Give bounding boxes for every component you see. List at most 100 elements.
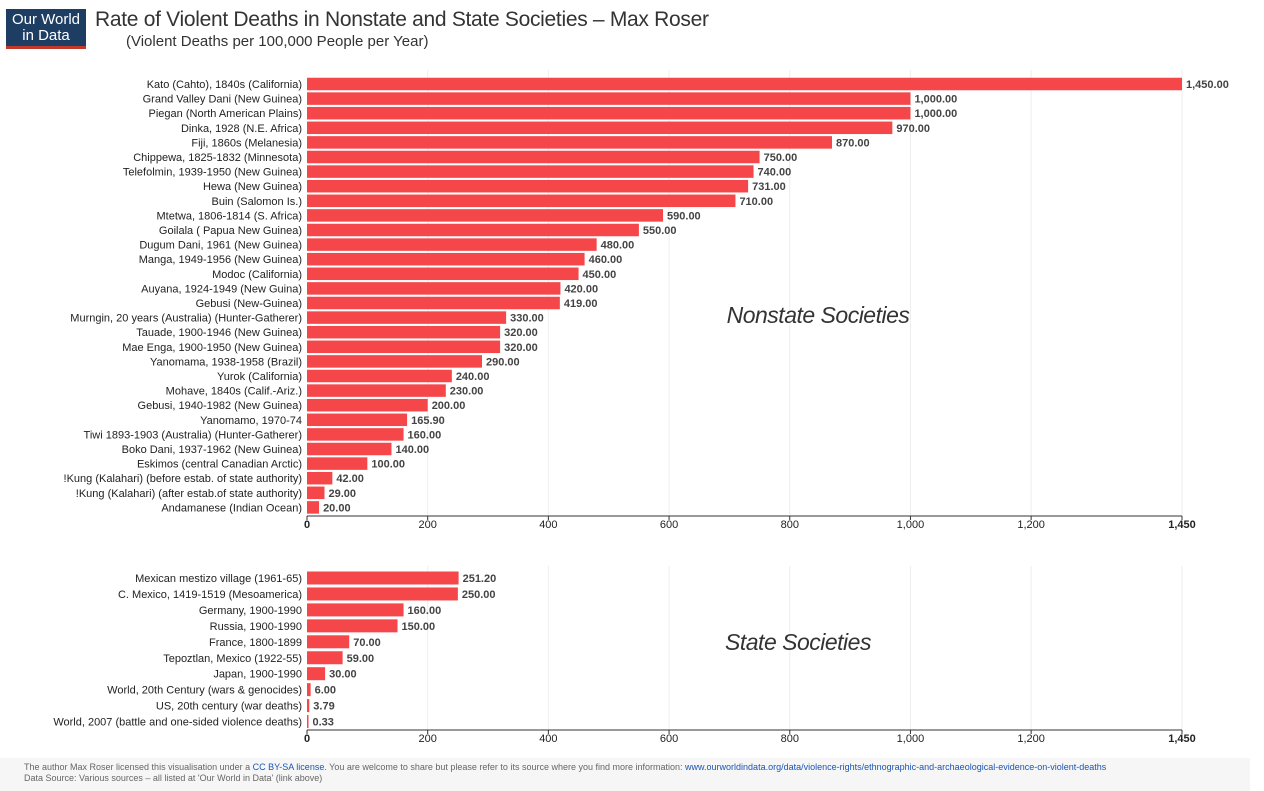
bar[interactable] [307,619,398,633]
value-label: 290.00 [486,356,520,368]
category-label: Gebusi (New-Guinea) [196,298,302,310]
chart-annotation: Nonstate Societies [727,302,911,328]
bar[interactable] [307,340,501,354]
value-label: 731.00 [752,181,786,193]
bar[interactable] [307,194,736,208]
category-label: Manga, 1949-1956 (New Guinea) [139,254,302,266]
category-label: Telefolmin, 1939-1950 (New Guinea) [123,167,302,179]
bar[interactable] [307,667,326,681]
value-label: 970.00 [896,123,930,135]
value-label: 480.00 [601,240,635,252]
bar[interactable] [307,238,597,251]
value-label: 460.00 [589,254,623,266]
category-label: !Kung (Kalahari) (before estab. of state… [64,473,302,485]
category-label: US, 20th century (war deaths) [156,701,302,713]
bar[interactable] [307,571,459,585]
value-label: 419.00 [564,298,598,310]
bar[interactable] [307,121,893,135]
category-label: France, 1800-1899 [209,637,302,649]
bar[interactable] [307,179,749,193]
category-label: World, 2007 (battle and one-sided violen… [53,717,302,729]
category-label: Russia, 1900-1990 [210,621,302,633]
value-label: 420.00 [564,283,598,295]
bar[interactable] [307,587,458,601]
bar[interactable] [307,92,911,105]
value-label: 6.00 [315,685,336,697]
value-label: 750.00 [764,152,798,164]
category-label: Hewa (New Guinea) [203,181,302,193]
x-tick-label: 0 [304,519,310,531]
license-link[interactable]: CC BY-SA license [252,762,325,772]
x-tick-label: 1,200 [1017,733,1045,745]
category-label: Mexican mestizo village (1961-65) [135,573,302,585]
value-label: 160.00 [408,605,442,617]
bar[interactable] [307,398,428,412]
bar[interactable] [307,635,350,649]
logo-line-1: Our World [11,11,81,28]
bar[interactable] [307,413,408,427]
x-tick-label: 400 [539,733,557,745]
category-label: World, 20th Century (wars & genocides) [107,685,302,697]
source-url-link[interactable]: www.ourworldindata.org/data/violence-rig… [685,762,1107,772]
category-label: Eskimos (central Canadian Arctic) [137,459,302,471]
value-label: 20.00 [323,502,351,514]
bar[interactable] [307,136,832,149]
value-label: 320.00 [504,342,538,354]
category-label: Modoc (California) [212,269,302,281]
bar[interactable] [307,457,368,470]
value-label: 165.90 [411,415,445,427]
value-label: 29.00 [329,488,357,500]
value-label: 1,000.00 [914,108,957,120]
value-label: 150.00 [402,621,436,633]
bar[interactable] [307,267,579,281]
bar[interactable] [307,471,333,485]
bar[interactable] [307,501,320,514]
value-label: 230.00 [450,386,484,398]
bar[interactable] [307,77,1182,91]
chart-title: Rate of Violent Deaths in Nonstate and S… [95,8,709,31]
category-label: Mae Enga, 1900-1950 (New Guinea) [122,342,302,354]
category-label: Tiwi 1893-1903 (Australia) (Hunter-Gathe… [84,429,302,441]
bar[interactable] [307,282,561,295]
category-label: Chippewa, 1825-1832 (Minnesota) [133,152,302,164]
bar[interactable] [307,296,560,310]
x-tick-label: 600 [660,733,678,745]
value-label: 1,450.00 [1186,79,1229,91]
value-label: 320.00 [504,327,538,339]
bar[interactable] [307,651,343,665]
category-label: Tauade, 1900-1946 (New Guinea) [136,327,302,339]
bar[interactable] [307,486,325,500]
bar[interactable] [307,442,392,456]
bar[interactable] [307,683,311,697]
bar[interactable] [307,106,911,120]
bar[interactable] [307,325,501,339]
x-tick-label: 400 [539,519,557,531]
bar[interactable] [307,223,639,237]
bar[interactable] [307,428,404,441]
bar[interactable] [307,603,404,617]
category-label: Auyana, 1924-1949 (New Guina) [141,283,302,295]
value-label: 100.00 [371,459,405,471]
bar[interactable] [307,369,452,383]
bar[interactable] [307,699,310,713]
bar[interactable] [307,165,754,178]
our-world-in-data-logo[interactable]: Our World in Data [6,9,86,49]
bar[interactable] [307,209,664,222]
category-label: Yurok (California) [217,371,302,383]
value-label: 251.20 [463,573,497,585]
bar[interactable] [307,355,482,368]
bar[interactable] [307,384,446,397]
footer: The author Max Roser licensed this visua… [0,758,1250,791]
value-label: 550.00 [643,225,677,237]
value-label: 590.00 [667,210,701,222]
category-label: Piegan (North American Plains) [149,108,302,120]
bar[interactable] [307,252,585,266]
category-label: Yanomamo, 1970-74 [200,415,302,427]
value-label: 42.00 [336,473,364,485]
bar[interactable] [307,150,760,164]
bar[interactable] [307,311,507,324]
footer-text-b: . You are welcome to share but please re… [324,762,686,772]
category-label: Fiji, 1860s (Melanesia) [191,137,302,149]
category-label: C. Mexico, 1419-1519 (Mesoamerica) [118,589,302,601]
bar[interactable] [307,715,309,729]
